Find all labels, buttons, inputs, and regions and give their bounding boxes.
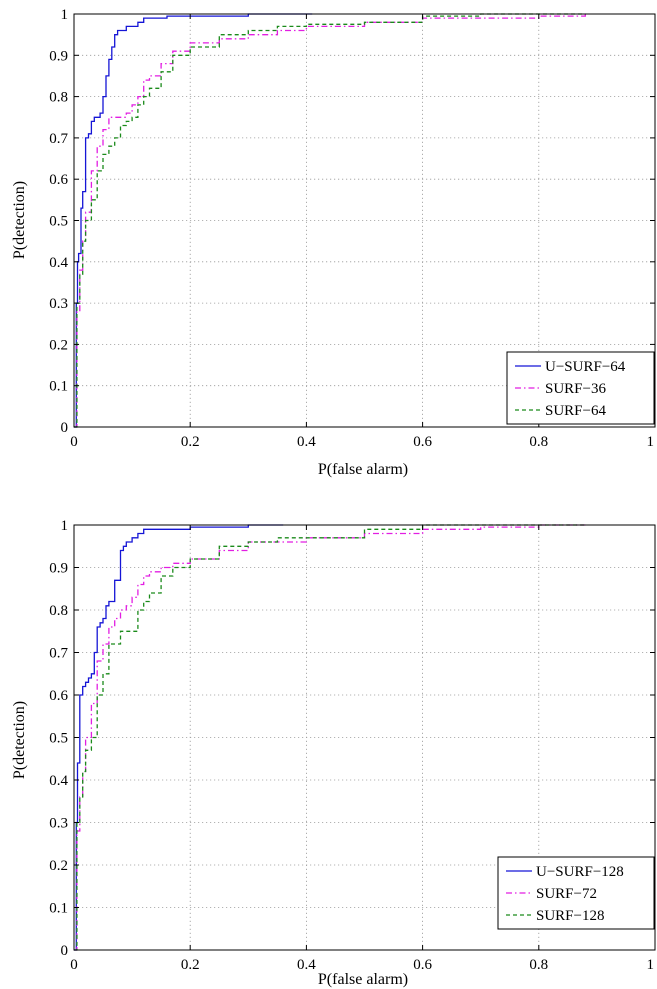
legend: U−SURF−64 SURF−36 SURF−64	[506, 351, 655, 425]
legend-label: SURF−128	[536, 908, 604, 924]
y-tick-label: 0.6	[49, 688, 68, 704]
y-tick-label: 0.1	[49, 901, 68, 917]
x-tick-label: 0.6	[413, 957, 432, 973]
x-tick-label: 0.8	[529, 957, 548, 973]
y-tick-label: 0.2	[49, 858, 68, 874]
y-tick-label: 0.2	[49, 337, 68, 353]
y-tick-label: 0.7	[49, 131, 68, 147]
legend-label: SURF−36	[545, 381, 606, 397]
y-tick-label: 1	[61, 518, 69, 534]
y-tick-label: 0.5	[49, 214, 68, 230]
legend: U−SURF−128 SURF−72 SURF−128	[497, 856, 655, 930]
x-tick-label: 0	[70, 434, 78, 450]
y-tick-label: 0.6	[49, 172, 68, 188]
y-tick-label: 0.3	[49, 816, 68, 832]
y-tick-label: 0.8	[49, 603, 68, 619]
series-line-2	[74, 524, 586, 951]
y-tick-label: 0.9	[49, 561, 68, 577]
x-tick-label: 0.2	[181, 957, 200, 973]
x-tick-labels: 0 0.2 0.4 0.6 0.8 1	[70, 434, 654, 450]
x-tick-label: 0.4	[297, 434, 316, 450]
x-tick-label: 1	[647, 434, 655, 450]
series-line-3	[74, 13, 586, 428]
x-tick-label: 0	[70, 957, 78, 973]
series-group	[74, 13, 586, 428]
series-line-1	[74, 13, 313, 428]
y-tick-label: 0.9	[49, 48, 68, 64]
y-tick-label: 0.4	[49, 255, 68, 271]
tick-marks	[73, 524, 656, 951]
legend-label: U−SURF−128	[536, 864, 624, 880]
y-tick-label: 0.4	[49, 773, 68, 789]
y-tick-label: 0.3	[49, 296, 68, 312]
x-axis-label: P(false alarm)	[318, 971, 408, 988]
x-tick-label: 0.6	[413, 434, 432, 450]
x-axis-label: P(false alarm)	[318, 461, 408, 478]
grid	[74, 525, 655, 950]
y-tick-label: 0.8	[49, 90, 68, 106]
roc-chart-top: 0 0.2 0.4 0.6 0.8 1 0 0.1 0.2 0.3 0.4 0.5 0.6 0.7 0.8…	[11, 7, 656, 478]
x-tick-label: 0.2	[181, 434, 200, 450]
series-group	[74, 524, 586, 951]
series-line-2	[74, 14, 586, 428]
legend-label: U−SURF−64	[545, 359, 626, 375]
y-tick-label: 0.1	[49, 379, 68, 395]
legend-label: SURF−72	[536, 886, 597, 902]
x-tick-labels: 0 0.2 0.4 0.6 0.8 1	[70, 957, 654, 973]
roc-chart-bottom: 0 0.2 0.4 0.6 0.8 1 0 0.1 0.2 0.3 0.4 0.5 0.6 0.7 0.8…	[11, 518, 656, 988]
y-tick-label: 0.5	[49, 731, 68, 747]
series-line-1	[74, 524, 284, 951]
y-tick-labels: 0 0.1 0.2 0.3 0.4 0.5 0.6 0.7 0.8 0.9 1	[49, 518, 68, 959]
series-line-3	[74, 524, 586, 951]
y-tick-label: 1	[61, 7, 69, 23]
y-tick-label: 0	[61, 420, 69, 436]
legend-items: U−SURF−128 SURF−72 SURF−128	[506, 864, 624, 924]
x-tick-label: 0.4	[297, 957, 316, 973]
x-tick-label: 0.8	[529, 434, 548, 450]
legend-items: U−SURF−64 SURF−36 SURF−64	[515, 359, 626, 419]
y-tick-label: 0	[61, 943, 69, 959]
legend-label: SURF−64	[545, 403, 606, 419]
y-axis-label: P(detection)	[11, 701, 28, 779]
x-tick-label: 1	[647, 957, 655, 973]
y-tick-label: 0.7	[49, 646, 68, 662]
y-axis-label: P(detection)	[11, 181, 28, 259]
y-tick-labels: 0 0.1 0.2 0.3 0.4 0.5 0.6 0.7 0.8 0.9 1	[49, 7, 68, 436]
